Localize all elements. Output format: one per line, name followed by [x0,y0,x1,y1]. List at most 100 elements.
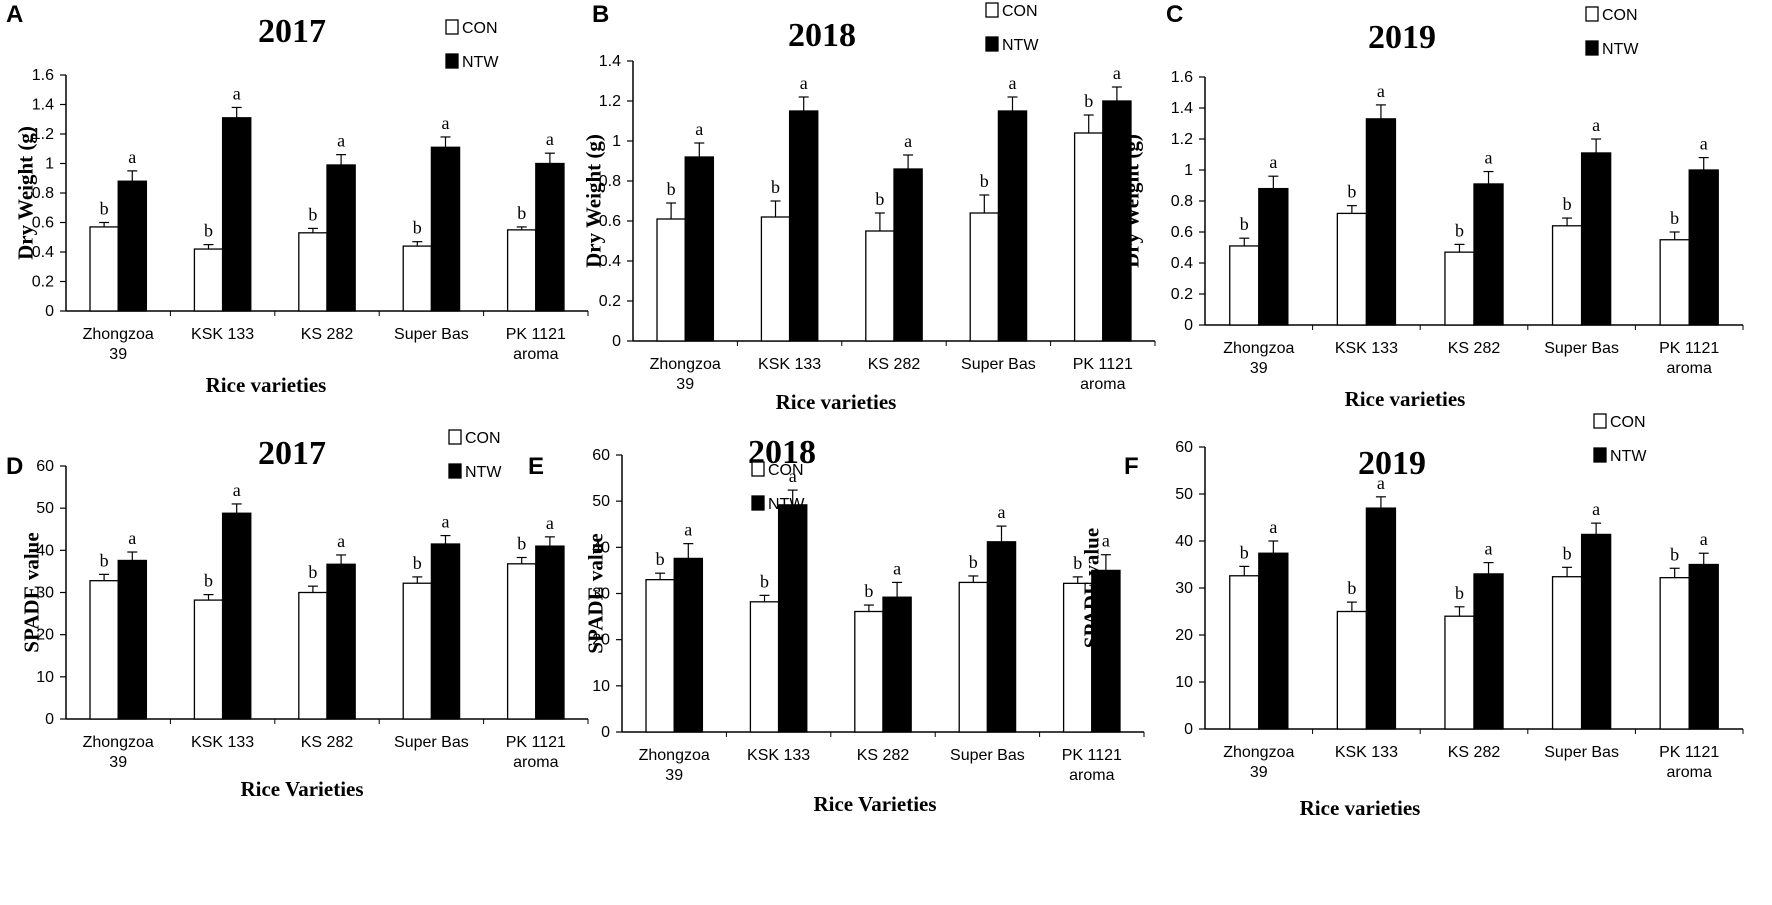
bar-con [958,581,989,733]
y-tick-label: 0.4 [32,244,54,261]
significance-label: a [1485,148,1493,168]
panel-f: F 2019 0 10 20 30 40 50 60 SPADE value Zhongzoa 39 b… [1080,413,1744,820]
category-label: Zhongzoa 39 [83,326,154,363]
bar-ntw [1258,187,1289,326]
legend-swatch-ntw [445,53,459,69]
y-tick-label: 50 [592,493,610,510]
bar-ntw [221,117,252,312]
y-tick-label: 1.6 [32,67,54,84]
legend-label: CON [1002,3,1038,20]
bar-ntw [326,563,356,720]
panel-letter: F [1124,453,1139,480]
category-label: PK 1121 aroma [1062,747,1122,784]
panel-c: C 2019 0 0.2 0.4 0.6 0.8 1 1.2 1.4 1.6 Dry Weight (… [1120,1,1744,411]
x-axis-title: Rice varieties [776,390,897,414]
y-tick-label: 0.2 [599,293,621,310]
legend-swatch-con [1585,6,1599,22]
y-axis-title: Dry Weight (g) [582,134,606,268]
significance-label: a [1700,529,1708,549]
bar-ntw [221,512,252,720]
significance-label: a [1269,517,1277,537]
bar-con [969,212,1000,342]
significance-label: a [800,73,808,93]
bar-con [402,582,433,720]
y-tick-label: 0.4 [1171,255,1193,272]
y-tick-label: 0.2 [1171,286,1193,303]
significance-label: a [1008,73,1016,93]
category-label: KSK 133 [1335,340,1398,357]
significance-label: b [1670,544,1679,564]
bar-con [1336,212,1368,326]
bar-con [506,229,537,312]
significance-label: b [204,571,213,591]
legend-label: NTW [465,464,502,481]
bar-con [760,216,791,342]
legend-label: NTW [768,496,805,513]
legend-swatch-ntw [1585,40,1599,56]
category-label: KS 282 [1448,744,1501,761]
category-label: Zhongzoa 39 [83,734,154,771]
bar-con [298,232,328,312]
y-tick-label: 40 [592,539,610,556]
bar-ntw [684,156,715,342]
significance-label: b [667,179,676,199]
x-axis-title: Rice Varieties [813,792,936,816]
significance-label: b [1240,214,1249,234]
significance-label: b [517,534,526,554]
bar-con [1659,577,1690,730]
category-label: Super Bas [1544,744,1619,761]
x-axis-title: Rice varieties [206,373,327,397]
y-tick-label: 0.2 [32,274,54,291]
category-label: KSK 133 [191,734,254,751]
bar-ntw [1102,100,1132,342]
significance-label: a [441,512,449,532]
category-label: PK 1121 aroma [1073,356,1133,393]
y-axis-title: SPADE value [1080,528,1104,648]
y-tick-label: 0.6 [1171,224,1193,241]
panel-letter: B [592,1,609,28]
legend-label: CON [465,430,501,447]
legend-label: NTW [462,54,499,71]
significance-label: a [546,513,554,533]
legend-swatch-con [448,429,462,445]
significance-label: b [204,221,213,241]
significance-label: b [1563,194,1572,214]
bar-ntw [1365,118,1397,326]
significance-label: b [100,199,109,219]
category-label: Super Bas [1544,340,1619,357]
significance-label: a [441,113,449,133]
significance-label: b [308,562,317,582]
bar-con [193,599,224,720]
significance-label: b [771,177,780,197]
significance-label: a [695,119,703,139]
y-tick-label: 20 [36,627,54,644]
category-label: Zhongzoa 39 [1223,340,1294,377]
bar-ntw [117,559,148,720]
y-tick-label: 20 [1175,627,1193,644]
y-tick-label: 1.2 [32,126,54,143]
bar-con [1444,251,1475,326]
y-tick-label: 10 [592,678,610,695]
bar-ntw [430,543,461,720]
y-tick-label: 60 [592,447,610,464]
bar-ntw [882,596,912,733]
significance-label: b [1073,553,1082,573]
panel-letter: C [1166,1,1183,28]
significance-label: a [1700,134,1708,154]
bar-ntw [430,146,461,312]
significance-label: a [546,129,554,149]
y-tick-label: 1 [45,156,54,173]
legend-label: CON [1602,7,1638,24]
y-tick-label: 0.8 [1171,193,1193,210]
bar-con [865,230,895,342]
significance-label: a [128,528,136,548]
bar-con [1336,610,1368,730]
bar-con [1062,582,1093,733]
x-axis-title: Rice Varieties [240,777,363,801]
significance-label: a [337,131,345,151]
significance-label: b [1240,542,1249,562]
legend-label: CON [462,20,498,37]
x-axis-title: Rice varieties [1345,387,1466,411]
y-tick-label: 50 [36,500,54,517]
